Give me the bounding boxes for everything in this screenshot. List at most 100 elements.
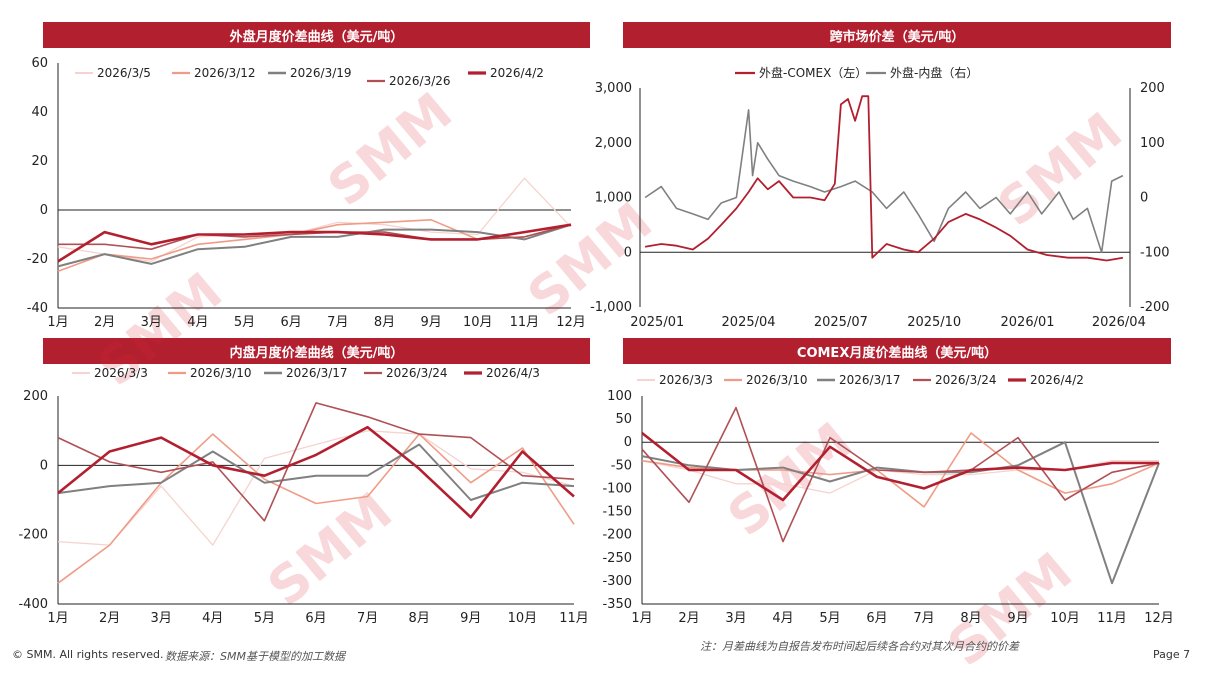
legend-label: 2026/3/17 xyxy=(839,373,901,387)
legend-label: 2026/3/3 xyxy=(659,373,713,387)
x-tick-label: 2025/04 xyxy=(722,315,776,330)
x-tick-label: 2026/01 xyxy=(1001,315,1055,330)
y-tick-label: 50 xyxy=(615,412,632,427)
legend-label: 2026/4/2 xyxy=(1030,373,1084,387)
y-tick-label: -150 xyxy=(602,505,632,520)
series-line xyxy=(641,431,1159,502)
x-tick-label: 8月 xyxy=(960,611,981,626)
series-line xyxy=(57,425,575,519)
x-tick-label: 8月 xyxy=(374,315,395,330)
x-tick-label: 11月 xyxy=(559,611,589,626)
x-tick-label: 2025/01 xyxy=(630,315,684,330)
legend-label: 2026/3/17 xyxy=(286,366,348,380)
legend-label: 2026/3/10 xyxy=(746,373,808,387)
x-tick-label: 2026/04 xyxy=(1092,315,1146,330)
legend-label: 2026/3/5 xyxy=(97,66,151,80)
y-tick-label: -40 xyxy=(27,301,48,316)
x-tick-label: 5月 xyxy=(234,315,255,330)
y-right-tick-label: 200 xyxy=(1140,81,1165,96)
y-right-tick-label: -100 xyxy=(1140,245,1170,260)
x-tick-label: 12月 xyxy=(556,315,586,330)
x-tick-label: 10月 xyxy=(1050,611,1080,626)
x-tick-label: 8月 xyxy=(409,611,430,626)
chart-title-inner-monthly: 内盘月度价差曲线（美元/吨） xyxy=(43,338,590,364)
y-tick-label: 40 xyxy=(31,105,48,120)
y-left-tick-label: 2,000 xyxy=(595,136,632,151)
y-tick-label: 100 xyxy=(607,389,632,404)
series-line xyxy=(57,430,575,546)
x-tick-label: 9月 xyxy=(460,611,481,626)
y-left-tick-label: 0 xyxy=(624,245,632,260)
legend-label: 外盘-内盘（右） xyxy=(890,65,978,80)
x-tick-label: 3月 xyxy=(141,315,162,330)
x-tick-label: 6月 xyxy=(281,315,302,330)
x-tick-label: 2月 xyxy=(99,611,120,626)
x-tick-label: 12月 xyxy=(1144,611,1174,626)
legend-label: 2026/3/12 xyxy=(194,66,256,80)
y-tick-label: -100 xyxy=(602,481,632,496)
y-tick-label: -20 xyxy=(27,252,48,267)
y-tick-label: -350 xyxy=(602,597,632,612)
y-tick-label: 20 xyxy=(31,154,48,169)
x-tick-label: 4月 xyxy=(772,611,793,626)
series-line xyxy=(57,433,575,584)
series-line xyxy=(644,109,1124,254)
x-tick-label: 7月 xyxy=(327,315,348,330)
legend-label: 2026/3/26 xyxy=(389,74,451,88)
y-tick-label: 200 xyxy=(23,389,48,404)
series-line xyxy=(57,177,572,263)
series-line xyxy=(57,223,572,268)
chart-title-outer-monthly: 外盘月度价差曲线（美元/吨） xyxy=(43,22,590,48)
legend-label: 2026/4/3 xyxy=(486,366,540,380)
x-tick-label: 10月 xyxy=(463,315,493,330)
chart-title-cross-market: 跨市场价差（美元/吨） xyxy=(623,22,1171,48)
footer-page: Page 7 xyxy=(1153,648,1191,661)
series-line xyxy=(57,219,572,273)
x-tick-label: 10月 xyxy=(508,611,538,626)
legend-label: 2026/3/3 xyxy=(94,366,148,380)
legend-label: 2026/3/19 xyxy=(290,66,352,80)
y-right-tick-label: -200 xyxy=(1140,300,1170,315)
chart-title-comex-monthly: COMEX月度价差曲线（美元/吨） xyxy=(623,338,1171,364)
x-tick-label: 5月 xyxy=(819,611,840,626)
series-line xyxy=(641,441,1160,585)
y-tick-label: 0 xyxy=(624,435,632,450)
x-tick-label: 2025/10 xyxy=(907,315,961,330)
y-tick-label: 0 xyxy=(40,203,48,218)
y-right-tick-label: 100 xyxy=(1140,136,1165,151)
legend-label: 2026/3/24 xyxy=(935,373,997,387)
y-tick-label: 60 xyxy=(31,56,48,71)
x-tick-label: 6月 xyxy=(866,611,887,626)
y-tick-label: -400 xyxy=(18,597,48,612)
footer-note: 注：月差曲线为自报告发布时间起后续各合约对其次月合约的价差 xyxy=(700,640,1019,653)
legend-label: 2026/4/2 xyxy=(490,66,544,80)
x-tick-label: 4月 xyxy=(202,611,223,626)
y-tick-label: -50 xyxy=(611,458,632,473)
legend-label: 外盘-COMEX（左） xyxy=(759,65,867,80)
x-tick-label: 11月 xyxy=(1097,611,1127,626)
x-tick-label: 2025/07 xyxy=(814,315,868,330)
x-tick-label: 2月 xyxy=(94,315,115,330)
x-tick-label: 1月 xyxy=(47,315,68,330)
x-tick-label: 4月 xyxy=(187,315,208,330)
series-line xyxy=(57,223,572,263)
legend-label: 2026/3/24 xyxy=(386,366,448,380)
x-tick-label: 1月 xyxy=(47,611,68,626)
x-tick-label: 5月 xyxy=(254,611,275,626)
x-tick-label: 2月 xyxy=(678,611,699,626)
y-left-tick-label: 1,000 xyxy=(595,191,632,206)
footer-source: 数据来源：SMM基于模型的加工数据 xyxy=(165,650,345,663)
x-tick-label: 9月 xyxy=(1007,611,1028,626)
y-tick-label: -200 xyxy=(602,528,632,543)
x-tick-label: 6月 xyxy=(305,611,326,626)
y-tick-label: 0 xyxy=(40,458,48,473)
x-tick-label: 1月 xyxy=(631,611,652,626)
y-tick-label: -250 xyxy=(602,551,632,566)
x-tick-label: 7月 xyxy=(913,611,934,626)
x-tick-label: 7月 xyxy=(357,611,378,626)
y-tick-label: -300 xyxy=(602,574,632,589)
legend-label: 2026/3/10 xyxy=(190,366,252,380)
x-tick-label: 3月 xyxy=(725,611,746,626)
y-left-tick-label: -1,000 xyxy=(590,300,632,315)
